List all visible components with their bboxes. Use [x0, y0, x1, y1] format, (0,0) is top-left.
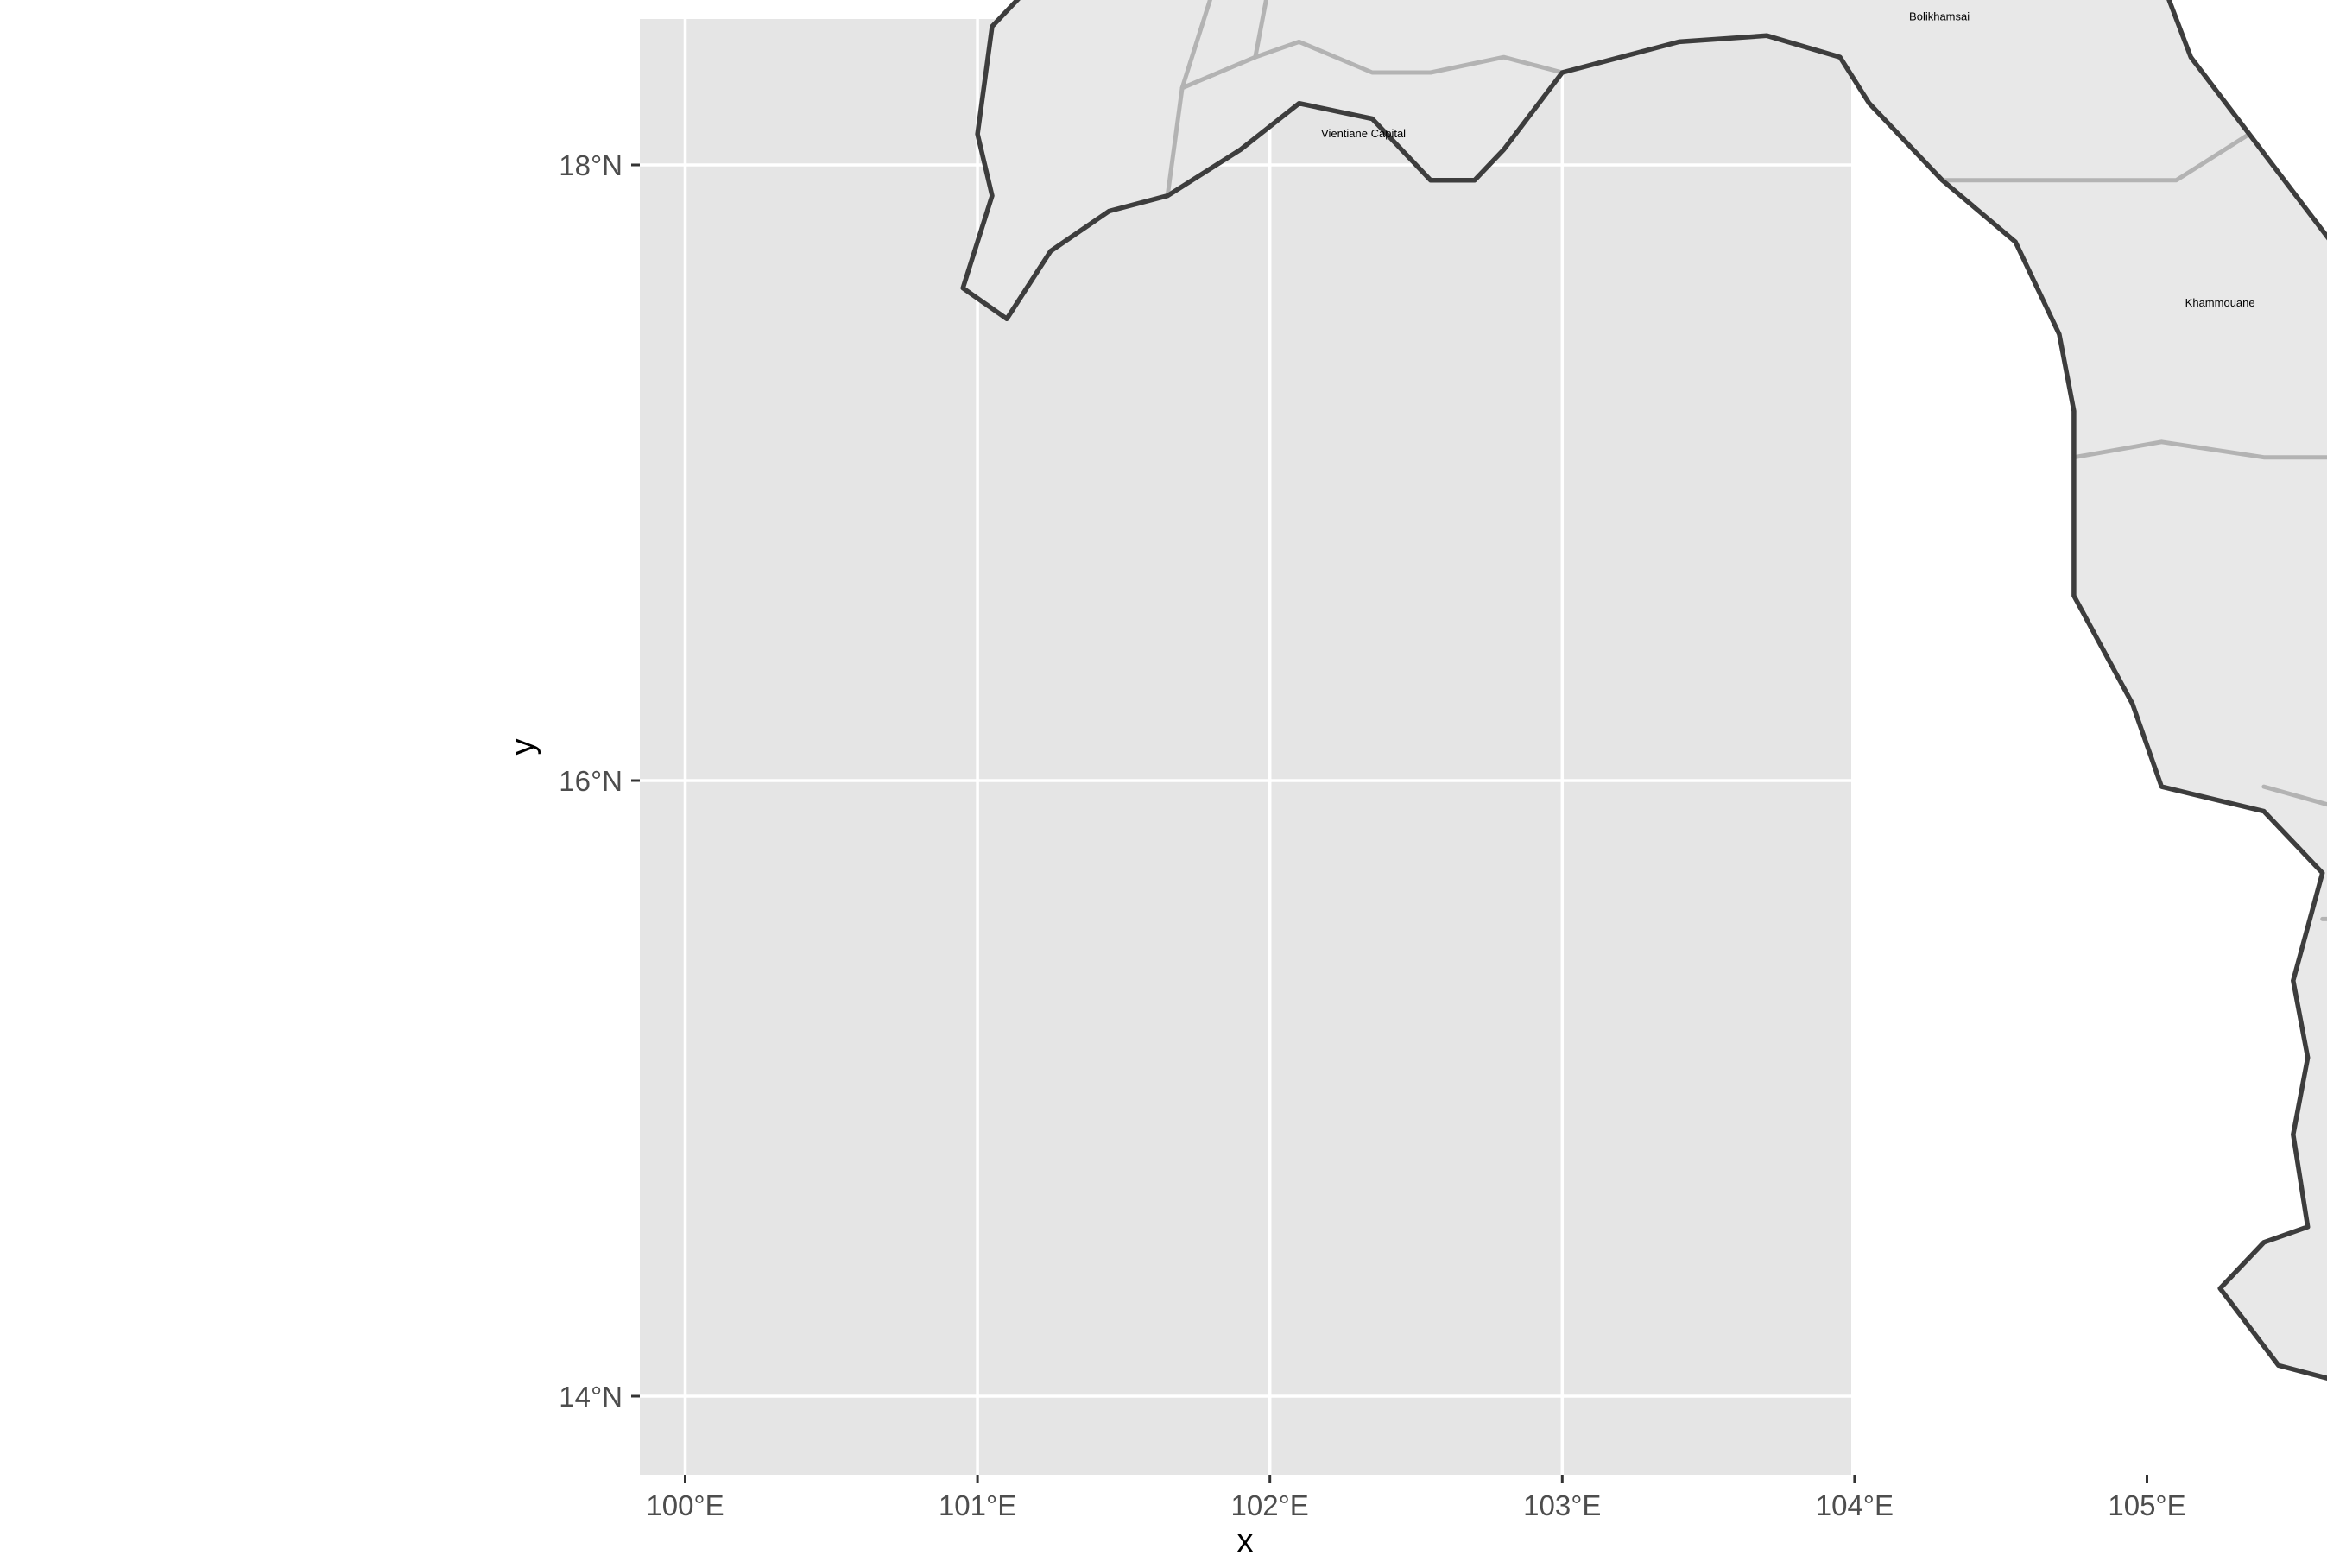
province-label-bolikhamsai: Bolikhamsai [1909, 9, 1970, 22]
y-axis-title: y [505, 739, 541, 756]
x-tick-label: 105°E [2108, 1489, 2185, 1521]
x-tick-label: 101°E [939, 1489, 1016, 1521]
x-tick-label: 103°E [1523, 1489, 1601, 1521]
x-axis-title: x [1237, 1523, 1254, 1559]
province-border [2071, 439, 2327, 460]
province-labels: PhongsalyLuang NamthaOudomxayBokeoHouaph… [1321, 9, 2255, 309]
province-border [1165, 0, 1213, 199]
y-tick-label: 14°N [559, 1381, 623, 1413]
y-tick-label: 16°N [559, 765, 623, 797]
province-border [1940, 131, 2252, 183]
y-tick-label: 18°N [559, 149, 623, 181]
x-tick-label: 100°E [646, 1489, 724, 1521]
x-tick-label: 104°E [1816, 1489, 1894, 1521]
map-regions [960, 0, 2327, 1381]
province-label-vientiane-capital: Vientiane Capital [1321, 127, 1406, 140]
province-border [1253, 0, 1268, 60]
x-tick-label: 102°E [1231, 1489, 1309, 1521]
country-fill [963, 0, 2327, 1379]
country-border [960, 0, 2327, 1381]
axes: 100°E101°E102°E103°E104°E105°E106°E107°E… [559, 149, 2185, 1521]
province-label-khammouane: Khammouane [2185, 296, 2255, 309]
panel-background [640, 19, 1851, 1475]
